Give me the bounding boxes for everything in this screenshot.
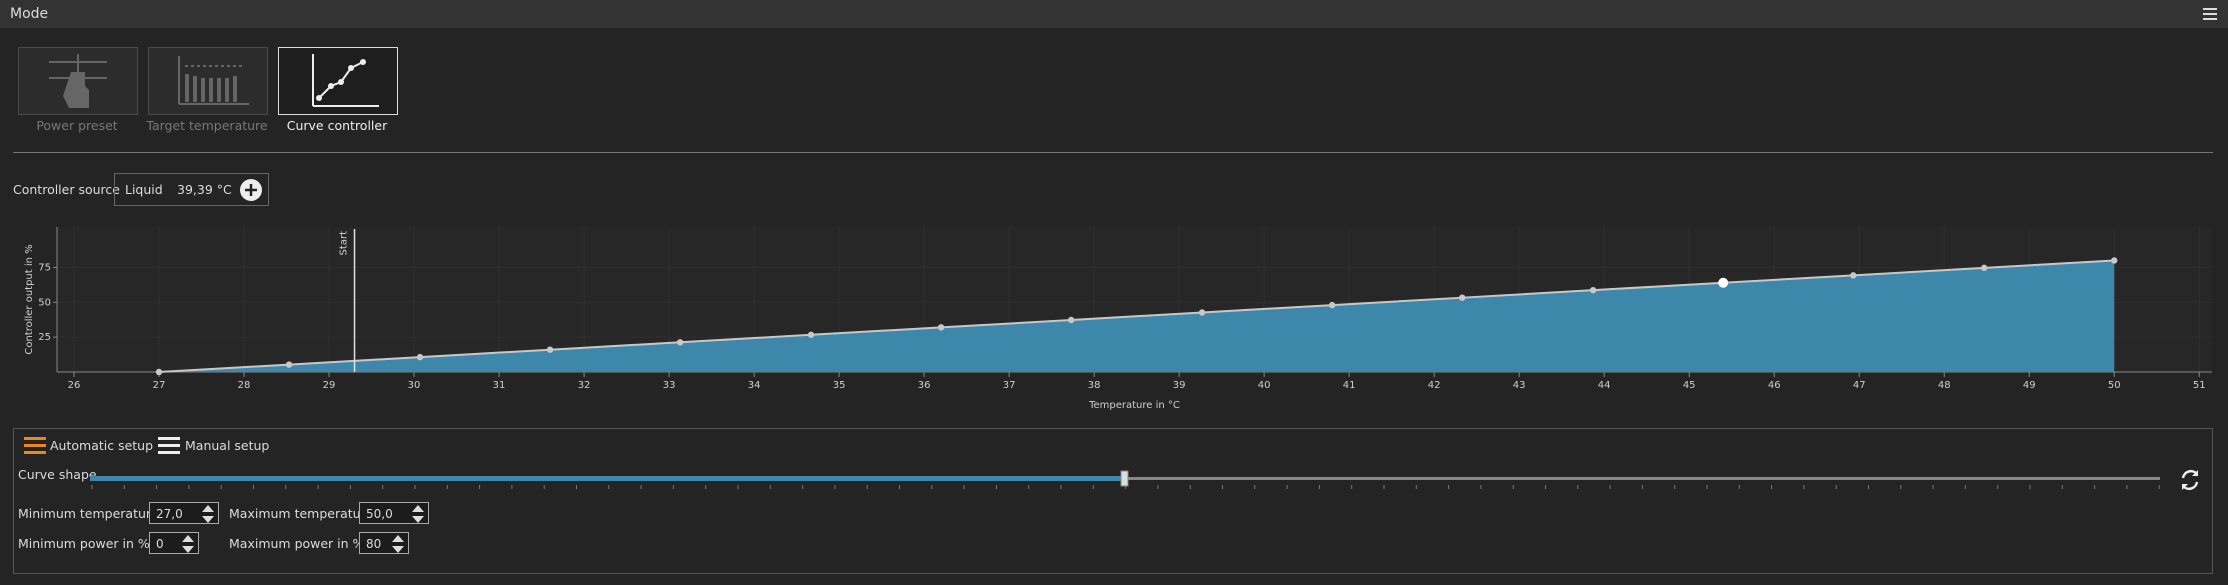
line [158,259,2115,373]
x-tick-label: 26 [68,380,81,391]
point[interactable] [807,331,815,338]
max-power-value: 80 [366,537,382,551]
min-power-label: Minimum power in % [18,536,150,551]
manual-icon[interactable] [158,436,180,456]
x-tick-label: 39 [1173,380,1186,391]
power-icon [49,54,107,108]
mode-button[interactable] [278,47,398,115]
y-tick-label: 25 [38,332,51,343]
source-sensor: Liquid [125,182,163,197]
x-tick-label: 45 [1683,380,1696,391]
max-temp-label: Maximum temperature [229,506,374,521]
mode-button[interactable] [18,47,138,115]
point[interactable] [1589,286,1597,294]
x-tick-label: 46 [1768,380,1781,391]
max-temp-input[interactable]: 50,0 [359,502,429,524]
point[interactable] [1980,264,1988,272]
spinner[interactable] [181,534,195,554]
x-tick-label: 37 [1003,380,1016,391]
point[interactable] [1198,309,1206,316]
y-axis-title: Controller output in % [24,244,35,354]
spinner[interactable] [201,504,215,524]
y-tick-label: 75 [38,262,51,273]
reset-icon[interactable] [2178,468,2202,492]
x-tick-label: 50 [2108,380,2121,391]
x-tick-label: 36 [918,380,931,391]
point[interactable] [1459,294,1466,301]
point[interactable] [1328,301,1336,309]
setup-panel [13,428,2213,574]
start-label: Start [339,231,350,256]
max-power-label: Maximum power in % [229,536,365,551]
target-icon [178,56,249,105]
point[interactable] [155,368,163,376]
min-temp-value: 27,0 [156,507,183,521]
manual-setup[interactable]: Manual setup [185,438,270,453]
x-tick-label: 28 [238,380,251,391]
x-tick-label: 33 [663,380,676,391]
y-tick-label: 50 [38,297,51,308]
point[interactable] [676,339,684,346]
point[interactable] [285,361,293,368]
x-tick-label: 35 [833,380,846,391]
x-axis-title: Temperature in °C [1088,400,1180,411]
mode-label: Target temperature [146,118,268,133]
point[interactable] [1718,277,1729,288]
point[interactable] [1067,316,1075,324]
source-label: Controller source [13,182,120,197]
x-tick-label: 31 [493,380,506,391]
curve-shape-label: Curve shape [18,467,97,482]
mode-label: Curve controller [286,118,388,133]
header-title: Mode [10,6,49,22]
x-tick-label: 41 [1343,380,1356,391]
point[interactable] [2111,257,2118,264]
source-box[interactable]: Liquid 39,39 °C [114,173,269,206]
spinner[interactable] [391,534,405,554]
auto-setup[interactable]: Automatic setup [50,438,154,453]
point[interactable] [1850,272,1857,279]
x-tick-label: 47 [1853,380,1866,391]
x-tick-label: 48 [1938,380,1951,391]
x-tick-label: 44 [1598,380,1611,391]
curve-slider[interactable] [88,470,2168,492]
x-tick-label: 29 [323,380,336,391]
curve-icon [312,54,379,107]
max-temp-value: 50,0 [366,507,393,521]
mode-label: Power preset [36,118,118,133]
point[interactable] [937,324,945,331]
menu-icon[interactable] [2202,6,2218,22]
separator [13,152,2213,153]
point[interactable] [416,353,424,361]
x-tick-label: 32 [578,380,591,391]
add-button[interactable] [239,178,263,202]
point[interactable] [546,346,554,353]
x-tick-label: 42 [1428,380,1441,391]
min-temp-label: Minimum temperature [18,506,159,521]
chart: 26 27 28 29 30 31 32 33 34 35 36 37 38 39 40 41 42 43 44 45… [24,227,2212,411]
x-tick-label: 49 [2023,380,2036,391]
x-tick-label: 38 [1088,380,1101,391]
mode-button[interactable] [148,47,268,115]
header: Mode [0,0,2228,28]
x-tick-label: 40 [1258,380,1271,391]
x-tick-label: 43 [1513,380,1526,391]
source-reading: 39,39 °C [177,182,232,197]
min-temp-input[interactable]: 27,0 [149,502,219,524]
min-power-value: 0 [156,537,164,551]
x-tick-label: 34 [748,380,761,391]
x-tick-label: 27 [153,380,166,391]
spinner[interactable] [411,504,425,524]
x-tick-label: 51 [2193,380,2206,391]
auto-icon[interactable] [24,436,46,456]
x-tick-label: 30 [408,380,421,391]
